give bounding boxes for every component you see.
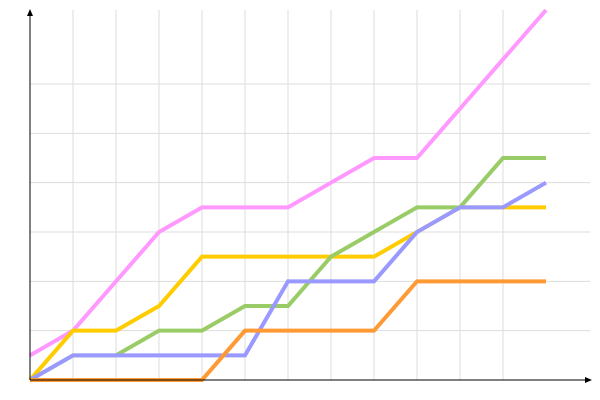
series-line-4 [29,180,547,382]
series-line-1 [29,8,548,358]
y-axis-arrow [27,9,33,16]
axes [27,9,592,383]
x-axis-arrow [585,377,592,383]
